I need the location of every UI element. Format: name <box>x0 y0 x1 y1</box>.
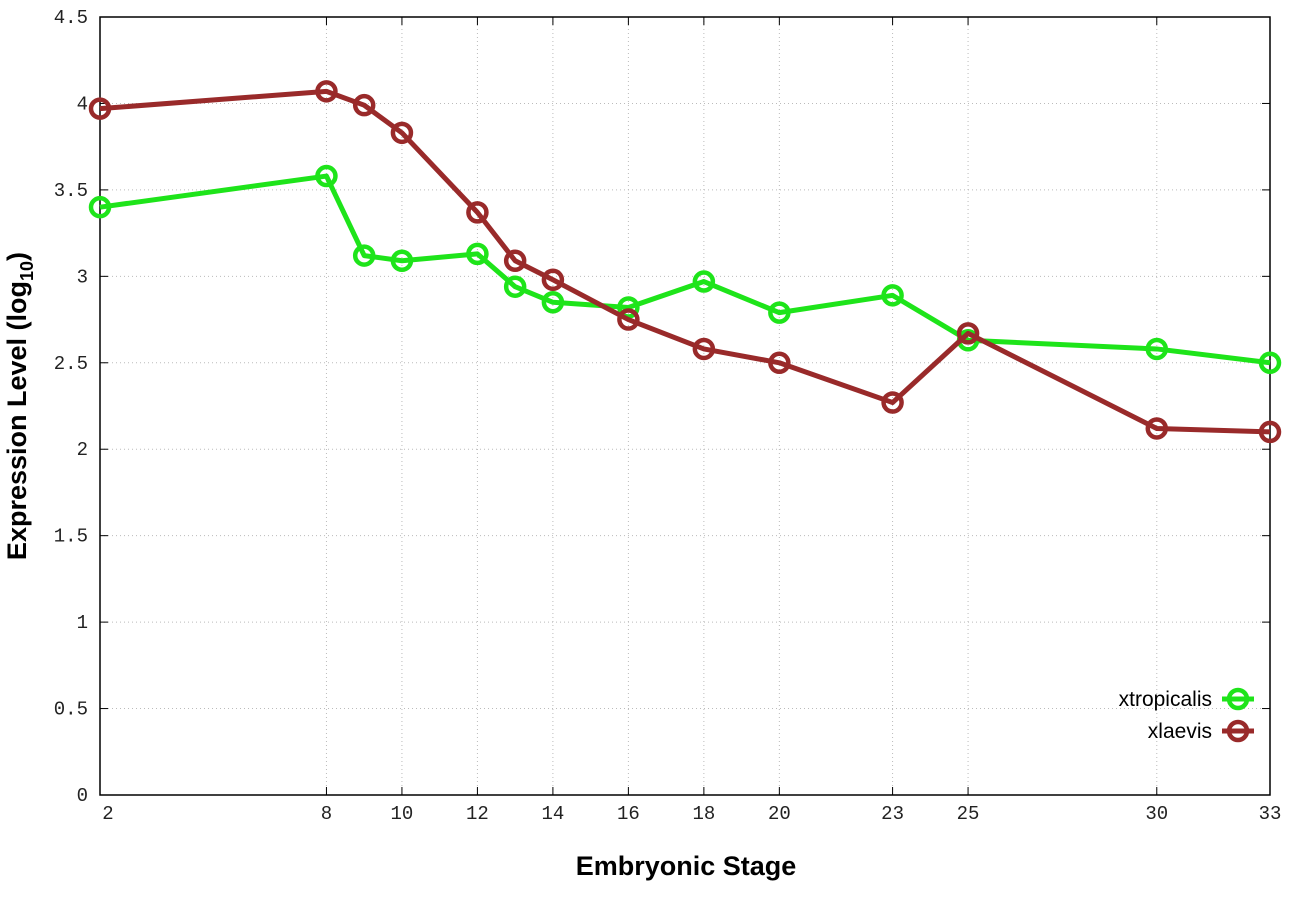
data-point-xlaevis <box>692 337 716 361</box>
data-point-xlaevis <box>1258 420 1282 444</box>
y-tick-label: 3.5 <box>54 180 88 202</box>
data-point-xtropicalis <box>768 301 791 324</box>
x-axis-label: Embryonic Stage <box>576 851 797 881</box>
x-tick-label: 30 <box>1145 803 1168 825</box>
x-tick-label: 16 <box>617 803 640 825</box>
data-point-xtropicalis <box>692 270 716 293</box>
x-tick-label: 25 <box>957 803 980 825</box>
y-tick-label: 2.5 <box>54 353 88 375</box>
data-point-xtropicalis <box>881 284 904 307</box>
x-tick-label: 10 <box>391 803 414 825</box>
series-line-xtropicalis <box>99 173 1271 366</box>
legend: xtropicalis xlaevis <box>1119 687 1254 743</box>
data-point-xtropicalis <box>390 249 414 273</box>
series-line-xlaevis <box>99 88 1271 435</box>
y-tick-label: 4.5 <box>54 7 88 29</box>
data-point-xtropicalis <box>88 195 112 219</box>
x-tick-label: 14 <box>541 803 564 825</box>
data-point-xtropicalis <box>352 244 376 267</box>
data-point-xtropicalis <box>1258 351 1282 375</box>
data-point-xtropicalis <box>466 242 489 266</box>
data-point-xlaevis <box>315 80 338 103</box>
x-tick-label: 12 <box>466 803 489 825</box>
y-tick-label: 1.5 <box>54 526 88 548</box>
y-tick-label: 2 <box>77 439 88 461</box>
x-tick-label: 18 <box>692 803 715 825</box>
series-group <box>88 80 1282 444</box>
y-tick-label: 1 <box>77 612 88 634</box>
data-point-xlaevis <box>541 268 565 292</box>
x-tick-label: 8 <box>321 803 332 825</box>
data-point-xlaevis <box>881 391 904 414</box>
plot-frame <box>99 16 1271 796</box>
data-point-xtropicalis <box>315 164 338 188</box>
data-point-xlaevis <box>88 97 112 120</box>
data-point-xlaevis <box>1145 417 1169 440</box>
data-point-xtropicalis <box>541 291 565 314</box>
data-point-xlaevis <box>390 121 414 145</box>
x-tick-label: 33 <box>1259 803 1282 825</box>
axis-ticks: 2 8 10 12 14 16 18 20 23 25 30 33 0 0.5 1 1.5 2 2.5 3 3.5 4 4… <box>54 7 1282 825</box>
data-point-xtropicalis <box>1145 337 1169 361</box>
y-tick-label: 4 <box>77 93 88 115</box>
data-point-xlaevis <box>466 201 489 224</box>
data-point-xlaevis <box>956 322 980 345</box>
grid <box>100 17 1270 795</box>
y-tick-label: 0.5 <box>54 699 88 721</box>
data-point-xlaevis <box>503 249 527 273</box>
data-point-xlaevis <box>617 308 640 331</box>
legend-label: xtropicalis <box>1119 688 1212 711</box>
legend-label: xlaevis <box>1148 720 1212 743</box>
data-point-xlaevis <box>352 93 376 117</box>
y-tick-label: 3 <box>77 266 88 288</box>
y-tick-label: 0 <box>77 785 88 807</box>
legend-marker-swatch <box>1226 719 1250 743</box>
y-axis-label: Expression Level (log10) <box>2 252 37 560</box>
data-point-xtropicalis <box>617 296 640 319</box>
x-tick-label: 23 <box>881 803 904 825</box>
data-point-xtropicalis <box>503 275 527 298</box>
x-tick-label: 2 <box>102 803 113 825</box>
data-point-xlaevis <box>768 351 791 375</box>
x-tick-label: 20 <box>768 803 791 825</box>
legend-marker-swatch <box>1226 687 1250 711</box>
